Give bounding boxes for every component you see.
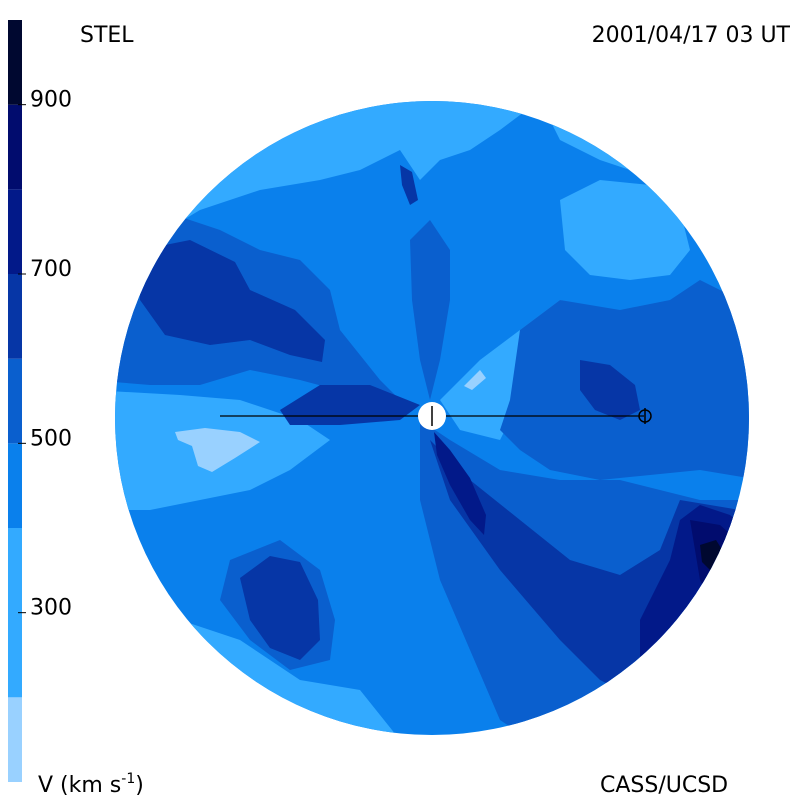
- contour-lower-left-high: [240, 556, 320, 660]
- colorbar-tick-label: 300: [30, 596, 72, 621]
- colorbar-band: [8, 358, 22, 444]
- colorbar-band: [8, 104, 22, 190]
- contour-center-band-high: [280, 385, 420, 425]
- colorbar-tick-label: 500: [30, 426, 72, 451]
- timestamp-label: 2001/04/17 03 UT: [592, 23, 791, 48]
- colorbar-band: [8, 697, 22, 782]
- velocity-colorbar: 300 500 700 900: [8, 20, 72, 782]
- contour-lightest-small-2: [464, 370, 486, 390]
- colorbar-band: [8, 274, 22, 359]
- contour-streamer-very-high: [434, 432, 486, 535]
- contour-lightest-left: [175, 428, 260, 472]
- colorbar-band: [8, 20, 22, 105]
- contour-right-edge-extreme: [690, 520, 749, 640]
- colorbar-tick-label: 700: [30, 257, 72, 282]
- earth-symbol-icon: [638, 408, 652, 424]
- credit-label: CASS/UCSD: [600, 773, 728, 798]
- colorbar-band: [8, 528, 22, 698]
- contour-upper-center-mid: [410, 220, 450, 400]
- contour-upper-center-high: [400, 165, 418, 205]
- sun-marker-icon: [418, 402, 446, 430]
- units-suffix: ): [135, 773, 144, 798]
- contour-upper-left-high: [140, 240, 325, 362]
- units-exponent: -1: [121, 771, 135, 787]
- velocity-disk: [115, 101, 749, 735]
- contour-top-right-light: [560, 180, 690, 280]
- units-label: V (km s-1): [38, 771, 144, 798]
- units-prefix: V (km s: [38, 773, 121, 798]
- contour-right-mid: [500, 280, 749, 480]
- colorbar-band: [8, 189, 22, 274]
- source-label: STEL: [80, 23, 134, 48]
- contour-bottom-light: [115, 620, 749, 735]
- contour-right-high: [580, 360, 640, 420]
- colorbar-band: [8, 443, 22, 528]
- velocity-contours: [115, 101, 749, 735]
- colorbar-tick-label: 900: [30, 88, 72, 113]
